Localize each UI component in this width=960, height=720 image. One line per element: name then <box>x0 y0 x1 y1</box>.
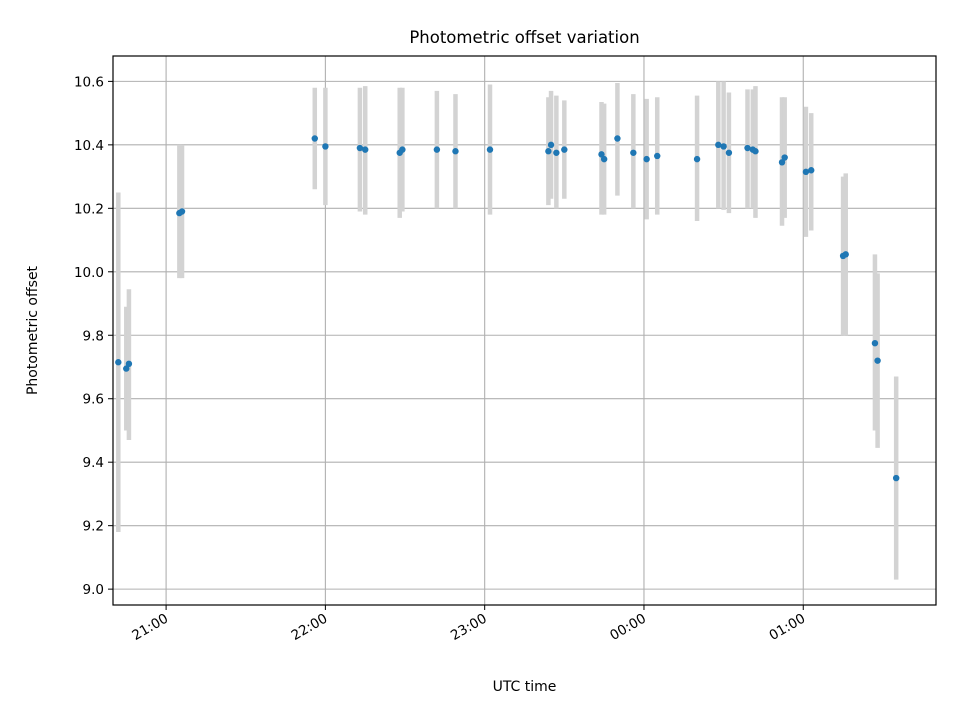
data-point <box>322 143 329 150</box>
error-bars <box>116 81 899 580</box>
y-tick-label: 9.4 <box>83 455 104 471</box>
y-axis-label: Photometric offset <box>25 265 41 395</box>
x-axis-label: UTC time <box>493 679 557 695</box>
data-point <box>123 365 130 372</box>
data-point <box>545 148 552 155</box>
y-tick-label: 10.6 <box>74 74 104 90</box>
data-point <box>725 149 733 156</box>
data-point <box>356 144 364 152</box>
chart-title: Photometric offset variation <box>409 28 639 47</box>
data-point <box>630 149 637 156</box>
data-point <box>744 144 751 152</box>
data-point <box>781 154 788 161</box>
data-point <box>871 339 879 347</box>
data-point <box>874 357 881 364</box>
data-point <box>693 155 701 163</box>
plot-frame <box>112 55 937 606</box>
data-point <box>654 152 661 160</box>
x-tick-label: 01:00 <box>767 611 809 644</box>
y-tick-label: 9.0 <box>83 582 104 598</box>
data-point <box>614 135 621 142</box>
y-tick-label: 9.6 <box>83 392 104 408</box>
data-point <box>600 155 608 163</box>
data-point <box>598 151 605 158</box>
data-point <box>778 159 786 166</box>
data-points <box>115 135 900 482</box>
data-point <box>808 167 815 174</box>
data-point <box>752 148 759 155</box>
y-tick-label: 10.0 <box>74 265 104 281</box>
x-tick-label: 00:00 <box>607 611 649 644</box>
data-point <box>486 146 494 153</box>
data-point <box>720 143 727 150</box>
data-point <box>715 141 722 149</box>
x-tick-label: 23:00 <box>448 611 490 644</box>
data-point <box>362 146 369 153</box>
data-point <box>842 251 849 258</box>
x-tick-label: 22:00 <box>289 611 331 644</box>
x-tick-label: 21:00 <box>129 611 171 644</box>
data-point <box>547 141 555 149</box>
data-point <box>452 148 459 155</box>
data-point <box>892 474 900 482</box>
data-point <box>561 146 568 153</box>
y-tick-label: 10.4 <box>74 138 104 154</box>
y-tick-label: 9.8 <box>83 328 104 344</box>
data-point <box>311 135 318 142</box>
data-point <box>399 146 406 153</box>
y-tick-label: 10.2 <box>74 201 104 217</box>
data-point <box>553 149 560 156</box>
data-point <box>178 208 186 215</box>
data-point <box>125 360 133 368</box>
data-point <box>115 359 122 366</box>
data-point <box>643 155 650 163</box>
data-point <box>802 168 810 176</box>
y-tick-label: 9.2 <box>83 519 104 535</box>
data-point <box>433 146 441 153</box>
